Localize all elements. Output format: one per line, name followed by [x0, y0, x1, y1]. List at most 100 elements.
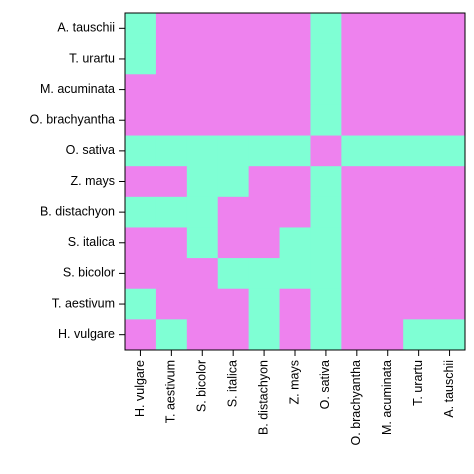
heatmap-cell [217, 104, 250, 137]
heatmap-cell [310, 135, 342, 167]
x-tick-label: T. urartu [411, 360, 425, 406]
heatmap-cell [372, 13, 404, 45]
heatmap-cell [248, 104, 281, 137]
heatmap-cell [372, 196, 404, 228]
heatmap-cell [341, 43, 373, 75]
heatmap-cell [186, 288, 219, 320]
heatmap-cell [217, 227, 250, 259]
heatmap-cell [125, 288, 157, 320]
heatmap-cell [279, 227, 311, 259]
heatmap-cell [310, 258, 342, 290]
heatmap-cell [248, 166, 281, 198]
heatmap-cell [155, 319, 188, 351]
heatmap-cell [186, 196, 219, 228]
heatmap-cell [372, 43, 404, 75]
heatmap-cell [186, 166, 219, 198]
heatmap-cell [403, 135, 435, 167]
heatmap-cell [310, 319, 342, 351]
heatmap-cell [186, 258, 219, 290]
heatmap-cell [217, 74, 250, 106]
y-tick-label: B. distachyon [40, 204, 115, 218]
heatmap-cell [186, 227, 219, 259]
heatmap-cell [248, 288, 281, 320]
heatmap-cell [248, 227, 281, 259]
heatmap-cell [248, 196, 281, 228]
heatmap-cell [155, 288, 188, 320]
heatmap-cell [279, 43, 311, 75]
y-tick-label: T. urartu [69, 51, 115, 65]
heatmap-cell [155, 227, 188, 259]
heatmap-cell [341, 166, 373, 198]
heatmap-cell [279, 319, 311, 351]
heatmap-cell [403, 74, 435, 106]
y-tick-label: T. aestivum [52, 296, 115, 310]
x-tick-label: S. bicolor [195, 360, 209, 412]
heatmap-cell [125, 43, 157, 75]
heatmap-cell [403, 196, 435, 228]
heatmap-cell [279, 135, 311, 167]
heatmap-cell [155, 135, 188, 167]
heatmap-cell [248, 13, 281, 45]
y-tick-label: S. bicolor [63, 266, 115, 280]
heatmap-cell [434, 74, 466, 106]
heatmap-cell [434, 288, 466, 320]
x-tick-label: S. italica [225, 360, 239, 407]
heatmap-cell [403, 43, 435, 75]
y-tick-label: S. italica [68, 235, 115, 249]
heatmap-cell [403, 319, 435, 351]
y-tick-label: A. tauschii [57, 21, 115, 35]
heatmap-cell [186, 319, 219, 351]
y-tick-label: M. acuminata [40, 82, 115, 96]
heatmap-cell [217, 166, 250, 198]
heatmap-cell [155, 104, 188, 137]
heatmap-cell [372, 166, 404, 198]
x-axis: H. vulgare T. aestivum S. bicolor S. italic… [133, 350, 456, 445]
heatmap-cell [341, 319, 373, 351]
x-tick-label: T. aestivum [164, 360, 178, 423]
heatmap-cell [155, 13, 188, 45]
heatmap-cell [434, 319, 466, 351]
heatmap-cell [125, 166, 157, 198]
heatmap-cell [125, 104, 157, 137]
heatmap-cell [279, 13, 311, 45]
heatmap-cell [217, 319, 250, 351]
heatmap-cell [341, 135, 373, 167]
heatmap-cell [310, 288, 342, 320]
heatmap-cell [341, 196, 373, 228]
x-tick-label: B. distachyon [256, 360, 270, 435]
y-axis: A. tauschii T. urartu M. acuminata O. brach… [30, 21, 125, 341]
heatmap-cell [155, 74, 188, 106]
heatmap-cell [186, 135, 219, 167]
heatmap-cell [341, 104, 373, 137]
heatmap-cell [125, 135, 157, 167]
heatmap-cell [310, 227, 342, 259]
heatmap-cell [310, 196, 342, 228]
heatmap-cell [217, 288, 250, 320]
heatmap-cell [434, 43, 466, 75]
heatmap-cell [186, 104, 219, 137]
heatmap-cell [403, 258, 435, 290]
heatmap-cell [155, 196, 188, 228]
y-tick-label: H. vulgare [58, 327, 115, 341]
heatmap-cell [217, 13, 250, 45]
heatmap-cell [217, 258, 250, 290]
heatmap-cell [125, 74, 157, 106]
heatmap-cell [217, 135, 250, 167]
heatmap-cell [310, 43, 342, 75]
y-tick-label: O. brachyantha [30, 113, 116, 127]
heatmap-cell [434, 135, 466, 167]
heatmap-cell [279, 288, 311, 320]
x-tick-label: Z. mays [287, 360, 301, 404]
heatmap-cell [279, 258, 311, 290]
heatmap-cell [186, 13, 219, 45]
heatmap-cell [248, 43, 281, 75]
heatmap-cell [310, 74, 342, 106]
heatmap-cell [186, 43, 219, 75]
x-tick-label: H. vulgare [133, 360, 147, 417]
y-tick-label: O. sativa [66, 143, 115, 157]
heatmap-cell [125, 227, 157, 259]
heatmap-cell [341, 258, 373, 290]
heatmap-cell [217, 43, 250, 75]
x-tick-label: A. tauschii [442, 360, 456, 418]
